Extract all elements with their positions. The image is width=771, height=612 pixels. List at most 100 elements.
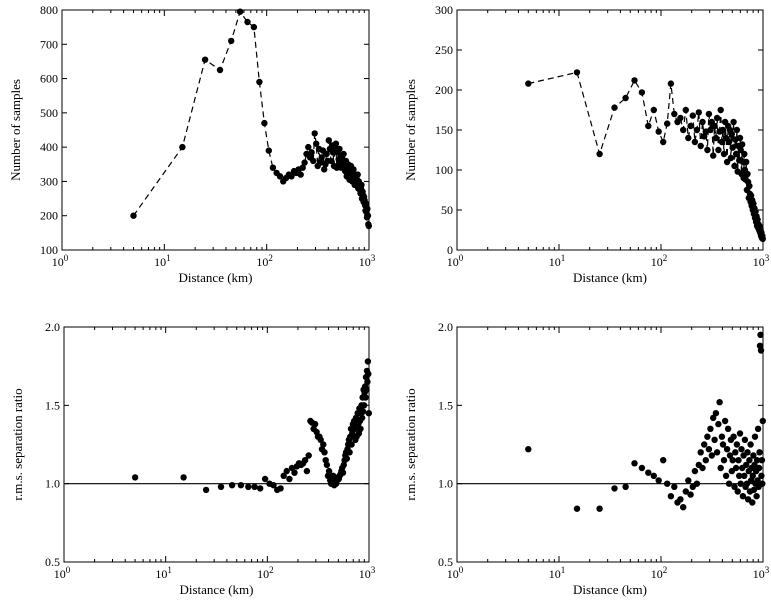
y-tick-label: 100 bbox=[40, 243, 58, 257]
data-point bbox=[759, 235, 766, 242]
data-point bbox=[323, 461, 331, 469]
chart-top-left: 100 101 102 103100200300400500600700800Dist… bbox=[8, 3, 376, 285]
data-point bbox=[321, 166, 328, 173]
y-tick-label: 250 bbox=[435, 43, 453, 57]
y-tick-label: 100 bbox=[435, 163, 453, 177]
data-point bbox=[723, 158, 731, 166]
data-point bbox=[358, 181, 365, 189]
data-point bbox=[717, 106, 724, 114]
data-point bbox=[750, 486, 758, 494]
y-tick-label: 200 bbox=[435, 83, 453, 97]
data-point bbox=[691, 138, 699, 146]
data-point bbox=[755, 464, 763, 472]
data-point bbox=[733, 441, 741, 448]
data-point bbox=[717, 464, 724, 472]
data-point bbox=[364, 205, 371, 213]
data-point bbox=[754, 477, 761, 484]
y-axis-label: r.m.s. separation ratio bbox=[10, 388, 25, 500]
data-point bbox=[343, 455, 350, 462]
data-point bbox=[365, 370, 372, 378]
data-point bbox=[753, 493, 760, 500]
data-point bbox=[759, 417, 766, 425]
data-point bbox=[364, 378, 371, 385]
y-tick-label: 0.5 bbox=[45, 555, 60, 569]
data-point bbox=[323, 150, 330, 158]
data-point bbox=[305, 143, 312, 151]
data-point bbox=[348, 441, 355, 448]
data-point bbox=[693, 480, 701, 487]
data-point bbox=[729, 457, 736, 464]
data-point bbox=[202, 486, 210, 494]
data-point bbox=[677, 496, 684, 503]
data-point bbox=[712, 410, 720, 417]
data-point bbox=[286, 475, 293, 483]
data-point bbox=[677, 114, 684, 122]
y-tick-label: 0 bbox=[447, 243, 453, 257]
data-point bbox=[729, 144, 736, 151]
data-point bbox=[299, 164, 306, 171]
data-point bbox=[288, 464, 296, 472]
data-point bbox=[751, 461, 758, 469]
plot-frame bbox=[63, 326, 370, 563]
y-tick-label: 700 bbox=[40, 37, 58, 51]
y-tick-label: 2.0 bbox=[438, 320, 453, 334]
data-point bbox=[265, 147, 272, 154]
data-point bbox=[228, 37, 235, 45]
data-point bbox=[638, 89, 646, 96]
data-point bbox=[261, 119, 268, 127]
data-point bbox=[747, 441, 754, 448]
y-tick-label: 300 bbox=[40, 174, 58, 188]
data-point bbox=[330, 472, 337, 479]
y-tick-label: 500 bbox=[40, 106, 58, 120]
data-point bbox=[650, 472, 657, 479]
data-point bbox=[680, 504, 687, 511]
data-point bbox=[256, 78, 263, 86]
data-point bbox=[744, 449, 751, 456]
data-point bbox=[731, 162, 738, 170]
data-point bbox=[180, 474, 187, 481]
y-axis-label: r.m.s. separation ratio bbox=[403, 388, 418, 500]
y-tick-label: 1.5 bbox=[438, 398, 453, 412]
data-point bbox=[701, 441, 708, 448]
data-point bbox=[596, 150, 603, 158]
data-point bbox=[699, 118, 706, 126]
data-point bbox=[277, 485, 284, 492]
data-point bbox=[363, 386, 370, 393]
data-point bbox=[362, 200, 370, 207]
data-point bbox=[329, 149, 337, 156]
data-point bbox=[525, 80, 532, 87]
data-point bbox=[354, 171, 361, 178]
data-point bbox=[744, 170, 751, 178]
data-point bbox=[339, 469, 347, 476]
data-point bbox=[758, 457, 766, 464]
data-point bbox=[718, 138, 726, 146]
data-point bbox=[573, 505, 581, 512]
data-point bbox=[722, 472, 730, 479]
data-point bbox=[131, 474, 139, 481]
x-axis-label: Distance (km) bbox=[178, 270, 252, 285]
data-point bbox=[749, 472, 756, 479]
data-point bbox=[757, 331, 764, 338]
data-point bbox=[321, 449, 328, 456]
data-point bbox=[711, 436, 718, 443]
data-point bbox=[718, 433, 726, 440]
y-tick-label: 1.5 bbox=[45, 398, 60, 412]
data-point bbox=[311, 130, 318, 137]
data-point bbox=[689, 112, 696, 119]
data-point bbox=[732, 449, 739, 456]
data-point bbox=[685, 477, 692, 484]
data-point bbox=[340, 150, 347, 158]
data-point bbox=[710, 152, 717, 159]
data-point bbox=[707, 126, 714, 134]
data-point bbox=[317, 159, 324, 166]
data-point bbox=[622, 483, 629, 490]
x-axis-label: Distance (km) bbox=[573, 270, 647, 285]
data-point bbox=[680, 126, 687, 134]
data-point bbox=[741, 472, 748, 479]
y-tick-label: 150 bbox=[435, 123, 453, 137]
data-point bbox=[719, 441, 727, 448]
data-point bbox=[719, 126, 727, 134]
